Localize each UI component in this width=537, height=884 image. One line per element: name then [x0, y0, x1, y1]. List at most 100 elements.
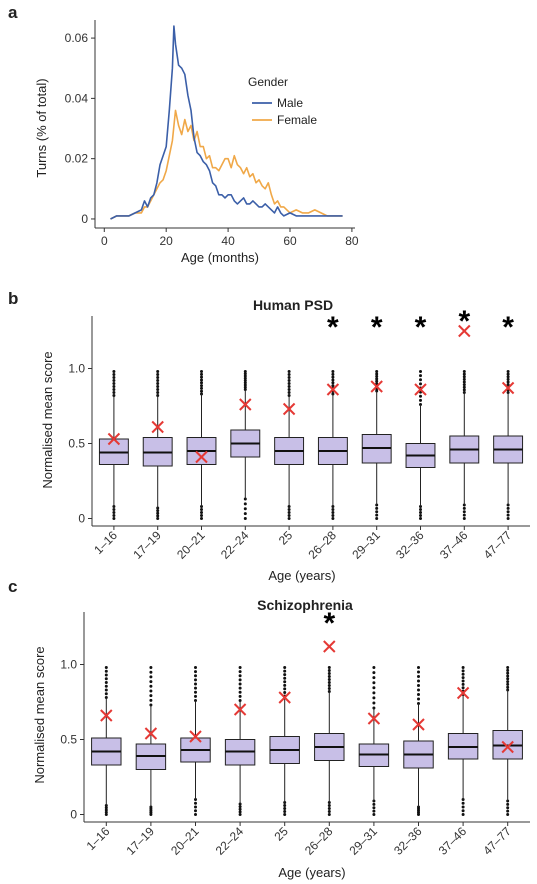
outlier-point — [372, 676, 376, 680]
outlier-point — [200, 389, 203, 393]
outlier-point — [506, 685, 510, 689]
outlier-point — [375, 506, 379, 510]
panel-a: a 0 20 40 60 80 0 0.02 0.04 0.06 Age (months) Tu… — [8, 3, 359, 265]
significance-star: * — [415, 311, 427, 344]
outlier-point — [287, 385, 291, 388]
outlier-point — [462, 506, 466, 510]
y-tick-label: 0 — [78, 512, 85, 526]
outlier-point — [149, 698, 153, 702]
panel-c-plot: 0 0.5 1.0 1–16 17–19 20–21 22–24 25 * 26–28 29–31 3… — [60, 607, 530, 858]
outlier-point — [327, 675, 331, 678]
outlier-point — [462, 375, 466, 379]
outlier-point — [506, 513, 510, 517]
outlier-point — [200, 514, 203, 517]
panel-label-b: b — [8, 289, 18, 308]
outlier-point — [375, 513, 379, 517]
outlier-point — [461, 813, 465, 816]
observed-marker — [239, 398, 252, 411]
outlier-point — [327, 681, 331, 684]
outlier-point — [327, 669, 331, 672]
outlier-point — [287, 508, 291, 511]
outlier-point — [194, 690, 197, 694]
outlier-point — [287, 388, 291, 391]
outlier-point — [200, 372, 203, 376]
outlier-point — [156, 517, 160, 520]
outlier-point — [375, 370, 379, 373]
outlier-point — [506, 375, 510, 379]
outlier-point — [194, 801, 197, 805]
outlier-point — [419, 517, 422, 520]
outlier-point — [243, 381, 247, 385]
significance-star: * — [323, 607, 335, 640]
panel-b-xlabel: Age (years) — [268, 568, 335, 583]
outlier-point — [104, 813, 108, 816]
outlier-point — [327, 810, 331, 813]
outlier-point — [156, 382, 160, 385]
outlier-point — [461, 666, 465, 669]
observed-marker — [144, 727, 158, 740]
outlier-point — [104, 673, 108, 677]
observed-marker — [414, 383, 427, 396]
outlier-point — [283, 813, 287, 816]
observed-marker — [501, 740, 514, 754]
outlier-point — [419, 394, 422, 398]
observed-marker-stroke — [326, 383, 340, 396]
outlier-point — [375, 517, 379, 520]
outlier-point — [417, 666, 420, 669]
outlier-point — [149, 680, 153, 684]
panel-a-xlabel: Age (months) — [181, 250, 259, 265]
outlier-point — [327, 687, 331, 690]
observed-marker — [326, 383, 340, 396]
outlier-point — [372, 696, 376, 700]
observed-marker-stroke — [370, 380, 383, 393]
y-tick-label: 0.5 — [68, 437, 85, 451]
outlier-point — [372, 701, 376, 705]
observed-marker-stroke — [414, 383, 427, 396]
outlier-point — [417, 697, 420, 701]
outlier-point — [104, 806, 108, 810]
outlier-point — [104, 692, 108, 696]
outlier-point — [194, 670, 197, 674]
x-tick-label: 17–19 — [124, 824, 158, 858]
outlier-point — [417, 675, 420, 678]
outlier-point — [104, 684, 108, 688]
outlier-point — [375, 379, 379, 383]
outlier-point — [419, 370, 422, 373]
outlier-point — [506, 377, 510, 381]
outlier-point — [287, 370, 291, 373]
outlier-point — [112, 376, 116, 379]
x-tick-label: 29–31 — [347, 824, 381, 858]
outlier-point — [372, 809, 376, 813]
outlier-point — [462, 370, 466, 373]
outlier-point — [331, 372, 335, 376]
outlier-point — [331, 517, 335, 520]
observed-marker-stroke — [501, 740, 514, 754]
outlier-point — [461, 682, 465, 686]
outlier-point — [419, 378, 422, 382]
outlier-point — [243, 374, 247, 378]
outlier-point — [238, 666, 242, 669]
outlier-point — [283, 690, 287, 694]
outlier-point — [372, 686, 376, 690]
x-tick-label: 47–77 — [481, 528, 515, 562]
observed-marker-stroke — [189, 730, 202, 743]
observed-marker — [189, 730, 202, 743]
outlier-point — [417, 679, 420, 683]
outlier-point — [238, 813, 242, 816]
outlier-point — [238, 670, 242, 674]
observed-marker-stroke — [151, 420, 164, 434]
x-tick-label: 20 — [160, 234, 174, 248]
observed-marker-stroke — [233, 703, 247, 716]
panel-c-title: Schizophrenia — [257, 597, 353, 613]
outlier-point — [331, 381, 335, 385]
outlier-point — [331, 378, 335, 382]
outlier-point — [462, 510, 466, 514]
outlier-point — [200, 508, 203, 511]
outlier-point — [462, 377, 466, 381]
outlier-point — [243, 370, 247, 373]
observed-marker-stroke — [412, 718, 425, 731]
x-tick-label: 60 — [283, 234, 297, 248]
outlier-point — [238, 694, 242, 698]
outlier-point — [194, 674, 197, 678]
